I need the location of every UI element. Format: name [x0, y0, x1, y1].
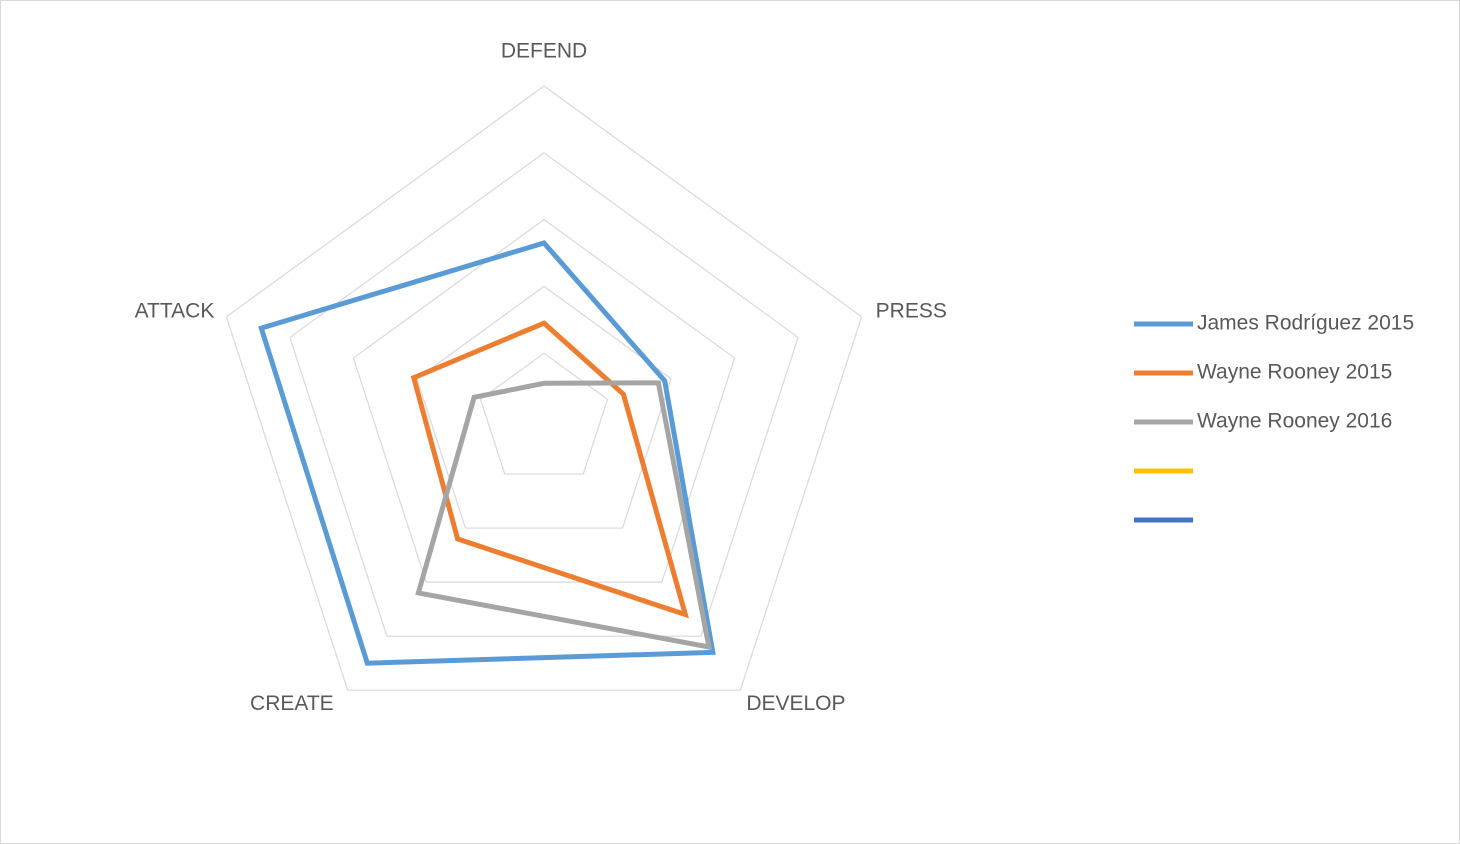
- legend-label-1: James Rodríguez 2015: [1197, 312, 1414, 335]
- grid-ring-1: [479, 352, 609, 475]
- grid-ring-4: [289, 152, 799, 637]
- axis-label-create: CREATE: [250, 692, 334, 715]
- radar-series: [258, 240, 716, 666]
- axis-label-press: PRESS: [876, 299, 947, 322]
- legend-label-3: Wayne Rooney 2016: [1197, 410, 1392, 433]
- legend-label-2: Wayne Rooney 2015: [1197, 361, 1392, 384]
- radar-grid: [225, 85, 863, 691]
- grid-ring-5: [225, 85, 863, 691]
- grid-ring-3: [352, 218, 736, 583]
- axis-label-attack: ATTACK: [135, 299, 215, 322]
- radar-axis-labels: DEFEND PRESS DEVELOP CREATE ATTACK: [135, 40, 947, 715]
- series-line-1: [258, 240, 716, 666]
- chart-legend: James Rodríguez 2015 Wayne Rooney 2015 Way…: [1134, 312, 1414, 523]
- axis-label-defend: DEFEND: [501, 40, 587, 63]
- axis-label-develop: DEVELOP: [746, 692, 845, 715]
- series-line-3: [415, 380, 713, 651]
